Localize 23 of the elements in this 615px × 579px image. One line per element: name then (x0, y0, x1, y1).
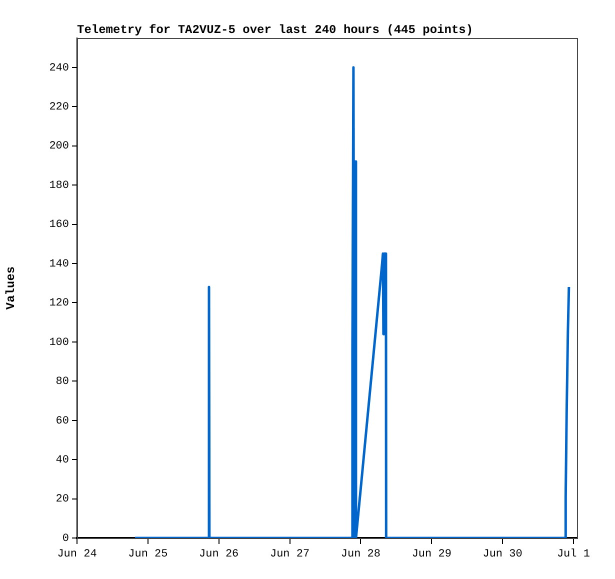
y-tick-label: 40 (56, 454, 69, 466)
x-tick-label: Jun 26 (199, 548, 239, 561)
y-tick-label: 0 (62, 532, 69, 545)
x-tick-label: Jul 1 (556, 548, 590, 561)
y-tick-label: 100 (49, 336, 69, 349)
y-tick-label: 80 (56, 376, 69, 388)
x-tick-label: Jun 30 (482, 548, 522, 561)
y-tick-label: 240 (49, 62, 69, 74)
x-tick-label: Jun 25 (128, 548, 168, 561)
y-tick-label: 60 (56, 415, 69, 428)
x-tick-label: Jun 28 (340, 548, 380, 561)
y-tick-label: 220 (49, 102, 69, 114)
chart-title: Telemetry for TA2VUZ-5 over last 240 hours (445 points) (77, 23, 474, 37)
y-tick-label: 180 (49, 180, 69, 192)
x-tick-label: Jun 27 (270, 548, 310, 561)
y-axis-title: Values (4, 266, 18, 310)
y-tick-label: 200 (49, 140, 69, 153)
y-tick-label: 20 (56, 494, 69, 506)
x-tick-label: Jun 24 (57, 548, 98, 561)
y-tick-label: 120 (49, 298, 69, 310)
y-tick-label: 140 (49, 258, 69, 270)
y-tick-label: 160 (49, 219, 69, 232)
x-tick-label: Jun 29 (412, 548, 452, 561)
